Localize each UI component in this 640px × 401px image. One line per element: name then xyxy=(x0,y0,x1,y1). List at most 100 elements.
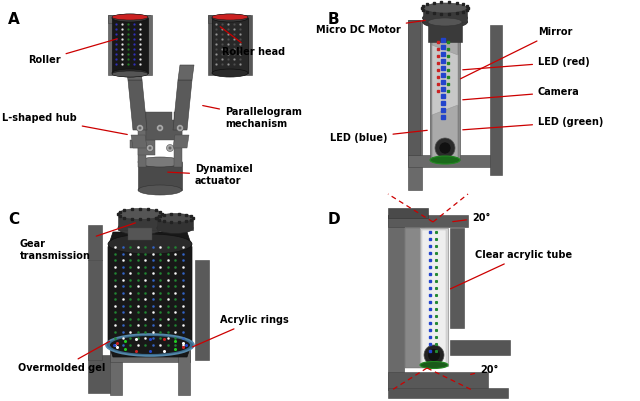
Text: Mirror: Mirror xyxy=(461,27,572,79)
Bar xyxy=(405,228,425,368)
Text: Clear acrylic tube: Clear acrylic tube xyxy=(451,250,572,289)
Text: 20°: 20° xyxy=(452,213,490,223)
Text: Camera: Camera xyxy=(463,87,580,100)
Polygon shape xyxy=(130,140,155,155)
Bar xyxy=(422,230,446,364)
Ellipse shape xyxy=(108,335,192,355)
Circle shape xyxy=(177,124,184,132)
Bar xyxy=(450,228,464,328)
Text: B: B xyxy=(328,12,340,27)
Bar xyxy=(208,15,220,75)
Text: LED (green): LED (green) xyxy=(463,117,604,130)
Bar xyxy=(490,25,502,175)
Bar xyxy=(430,30,460,160)
Ellipse shape xyxy=(110,336,190,354)
Text: Dynamixel
actuator: Dynamixel actuator xyxy=(168,164,253,186)
Bar xyxy=(88,355,110,393)
Ellipse shape xyxy=(422,12,467,24)
Bar xyxy=(0,200,320,401)
Polygon shape xyxy=(128,80,147,130)
Bar xyxy=(108,15,120,75)
Text: Acrylic rings: Acrylic rings xyxy=(193,315,289,347)
Text: Overmolded gel: Overmolded gel xyxy=(18,341,109,373)
Bar xyxy=(108,15,150,23)
Bar xyxy=(388,215,404,390)
Polygon shape xyxy=(178,65,194,80)
Bar xyxy=(423,8,467,22)
Ellipse shape xyxy=(212,14,248,22)
Ellipse shape xyxy=(422,16,467,28)
Ellipse shape xyxy=(118,209,162,219)
Ellipse shape xyxy=(423,3,467,13)
Bar xyxy=(320,200,640,401)
Circle shape xyxy=(435,138,455,158)
Bar xyxy=(178,350,190,395)
Ellipse shape xyxy=(157,223,193,233)
Ellipse shape xyxy=(138,185,182,195)
Bar xyxy=(240,15,252,75)
Circle shape xyxy=(424,345,444,365)
Ellipse shape xyxy=(112,69,148,77)
Bar xyxy=(408,20,422,190)
Ellipse shape xyxy=(430,156,460,164)
Text: 20°: 20° xyxy=(470,365,499,375)
Circle shape xyxy=(168,146,172,150)
Text: C: C xyxy=(8,212,19,227)
Bar xyxy=(157,218,193,230)
Bar xyxy=(112,18,148,73)
Polygon shape xyxy=(173,80,192,130)
Polygon shape xyxy=(126,65,142,80)
Bar xyxy=(128,228,152,240)
Circle shape xyxy=(439,142,451,154)
Bar xyxy=(388,372,488,390)
Circle shape xyxy=(166,144,173,152)
Text: A: A xyxy=(8,12,20,27)
Bar xyxy=(450,340,510,355)
Polygon shape xyxy=(108,232,192,357)
Ellipse shape xyxy=(106,334,194,356)
Ellipse shape xyxy=(108,234,192,254)
Bar xyxy=(320,0,640,200)
Text: Roller head: Roller head xyxy=(220,27,285,57)
Bar xyxy=(428,22,462,42)
Bar xyxy=(0,0,320,200)
Bar xyxy=(212,18,248,73)
Text: Parallelogram
mechanism: Parallelogram mechanism xyxy=(203,105,302,129)
Ellipse shape xyxy=(112,14,148,22)
Circle shape xyxy=(147,144,154,152)
Bar xyxy=(432,32,458,158)
Ellipse shape xyxy=(138,157,182,167)
Circle shape xyxy=(138,126,141,130)
Bar xyxy=(110,350,122,395)
Bar xyxy=(138,162,182,190)
Text: Gear
transmission: Gear transmission xyxy=(20,223,136,261)
Bar xyxy=(118,214,162,230)
Ellipse shape xyxy=(212,69,248,77)
Bar xyxy=(388,215,468,227)
Bar xyxy=(388,208,428,218)
Text: Micro DC Motor: Micro DC Motor xyxy=(316,20,425,35)
Circle shape xyxy=(148,146,152,150)
Circle shape xyxy=(136,124,143,132)
Polygon shape xyxy=(432,45,458,115)
Bar xyxy=(138,112,146,167)
Polygon shape xyxy=(131,135,147,148)
Circle shape xyxy=(179,126,182,130)
Ellipse shape xyxy=(420,361,448,369)
Polygon shape xyxy=(146,112,182,140)
Text: Roller: Roller xyxy=(28,39,117,65)
Ellipse shape xyxy=(428,18,462,26)
Circle shape xyxy=(157,124,163,132)
Ellipse shape xyxy=(112,71,148,77)
Text: LED (red): LED (red) xyxy=(463,57,589,70)
Ellipse shape xyxy=(118,221,162,235)
Bar xyxy=(140,15,152,75)
Text: D: D xyxy=(328,212,340,227)
Text: L-shaped hub: L-shaped hub xyxy=(2,113,127,134)
Bar xyxy=(88,225,102,260)
Ellipse shape xyxy=(112,14,148,20)
Bar xyxy=(208,15,250,23)
Ellipse shape xyxy=(157,213,193,223)
Polygon shape xyxy=(173,135,189,148)
Bar xyxy=(110,350,190,362)
